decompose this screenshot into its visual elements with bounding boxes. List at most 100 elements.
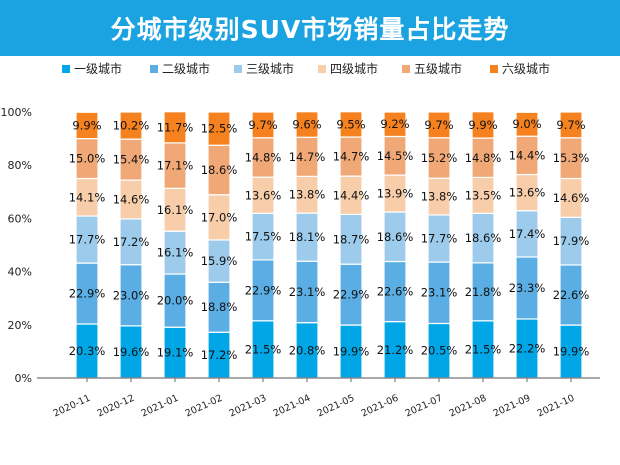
bar-segment — [515, 111, 539, 137]
data-label: 9.7% — [424, 118, 453, 132]
data-label: 20.5% — [421, 344, 458, 358]
bar-segment — [251, 111, 275, 139]
data-label: 19.6% — [113, 345, 150, 359]
data-label: 14.8% — [245, 150, 282, 164]
legend-label: 六级城市 — [502, 61, 550, 76]
data-label: 16.1% — [157, 246, 194, 260]
data-label: 14.6% — [113, 193, 150, 207]
data-label: 19.9% — [553, 345, 590, 359]
data-label: 11.7% — [157, 120, 194, 134]
legend-swatch — [234, 65, 242, 73]
data-label: 14.1% — [69, 190, 106, 204]
data-label: 22.6% — [377, 285, 414, 299]
data-label: 21.5% — [465, 342, 502, 356]
x-tick-label: 2021-08 — [448, 393, 489, 420]
x-tick-label: 2020-11 — [52, 393, 93, 420]
data-label: 13.6% — [509, 186, 546, 200]
data-label: 9.0% — [512, 117, 541, 131]
data-label: 13.8% — [421, 190, 458, 204]
data-label: 18.8% — [201, 300, 238, 314]
data-label: 20.0% — [157, 294, 194, 308]
y-tick-label: 60% — [8, 212, 32, 225]
data-label: 9.5% — [336, 117, 365, 131]
data-label: 17.4% — [509, 227, 546, 241]
x-tick-label: 2021-04 — [272, 393, 313, 420]
x-tick-label: 2021-03 — [228, 393, 269, 420]
data-label: 13.9% — [377, 187, 414, 201]
y-tick-label: 100% — [1, 106, 32, 119]
legend-label: 三级城市 — [246, 61, 294, 76]
x-tick-label: 2020-12 — [96, 393, 137, 420]
data-label: 21.5% — [245, 342, 282, 356]
bar-segment — [427, 111, 451, 139]
data-label: 19.1% — [157, 346, 194, 360]
data-label: 23.1% — [421, 286, 458, 300]
data-label: 18.6% — [201, 163, 238, 177]
legend-label: 四级城市 — [330, 61, 378, 76]
data-label: 13.5% — [465, 188, 502, 202]
data-label: 14.7% — [289, 150, 326, 164]
bar-segment — [559, 111, 583, 139]
data-label: 17.1% — [157, 159, 194, 173]
data-label: 17.0% — [201, 210, 238, 224]
chart-title: 分城市级别SUV市场销量占比走势 — [110, 15, 510, 44]
data-label: 22.6% — [553, 288, 590, 302]
y-tick-label: 0% — [15, 372, 32, 385]
x-tick-label: 2021-02 — [184, 393, 225, 420]
data-label: 9.6% — [292, 118, 321, 132]
data-label: 14.6% — [553, 191, 590, 205]
bar-segment — [75, 111, 99, 140]
data-label: 9.9% — [72, 118, 101, 132]
data-label: 10.2% — [113, 119, 150, 133]
data-label: 15.4% — [113, 153, 150, 167]
data-label: 19.9% — [333, 345, 370, 359]
data-label: 9.7% — [556, 118, 585, 132]
y-tick-label: 80% — [8, 159, 32, 172]
legend-swatch — [402, 65, 410, 73]
data-label: 9.9% — [468, 118, 497, 132]
data-label: 14.5% — [377, 149, 414, 163]
data-label: 20.3% — [69, 344, 106, 358]
data-label: 15.3% — [553, 151, 590, 165]
data-label: 22.9% — [69, 287, 106, 301]
data-label: 17.9% — [553, 234, 590, 248]
bar-segment — [383, 111, 407, 138]
bar-segment — [207, 111, 231, 146]
x-tick-label: 2021-10 — [536, 393, 577, 420]
data-label: 13.6% — [245, 188, 282, 202]
data-label: 21.8% — [465, 285, 502, 299]
bar-segment — [119, 111, 143, 140]
data-label: 18.6% — [377, 230, 414, 244]
data-label: 23.0% — [113, 288, 150, 302]
legend-swatch — [150, 65, 158, 73]
data-label: 14.4% — [509, 148, 546, 162]
bar-segment — [295, 111, 319, 138]
legend-swatch — [490, 65, 498, 73]
legend-label: 二级城市 — [162, 61, 210, 76]
bar-segment — [339, 111, 363, 138]
data-label: 18.1% — [289, 230, 326, 244]
data-label: 13.8% — [289, 188, 326, 202]
data-label: 21.2% — [377, 343, 414, 357]
y-tick-label: 20% — [8, 319, 32, 332]
legend-swatch — [318, 65, 326, 73]
data-label: 15.0% — [69, 152, 106, 166]
legend-label: 五级城市 — [414, 61, 462, 76]
data-label: 14.7% — [333, 150, 370, 164]
data-label: 15.9% — [201, 254, 238, 268]
data-label: 23.3% — [509, 281, 546, 295]
data-label: 17.7% — [421, 231, 458, 245]
data-label: 17.2% — [113, 235, 150, 249]
data-label: 17.2% — [201, 348, 238, 362]
x-tick-label: 2021-06 — [360, 393, 401, 420]
data-label: 14.8% — [465, 151, 502, 165]
legend-swatch — [62, 65, 70, 73]
y-tick-label: 40% — [8, 266, 32, 279]
data-label: 23.1% — [289, 285, 326, 299]
x-tick-label: 2021-01 — [140, 393, 181, 420]
legend-label: 一级城市 — [74, 61, 122, 76]
data-label: 22.9% — [333, 288, 370, 302]
bar-segment — [471, 111, 495, 139]
x-tick-label: 2021-07 — [404, 393, 445, 420]
